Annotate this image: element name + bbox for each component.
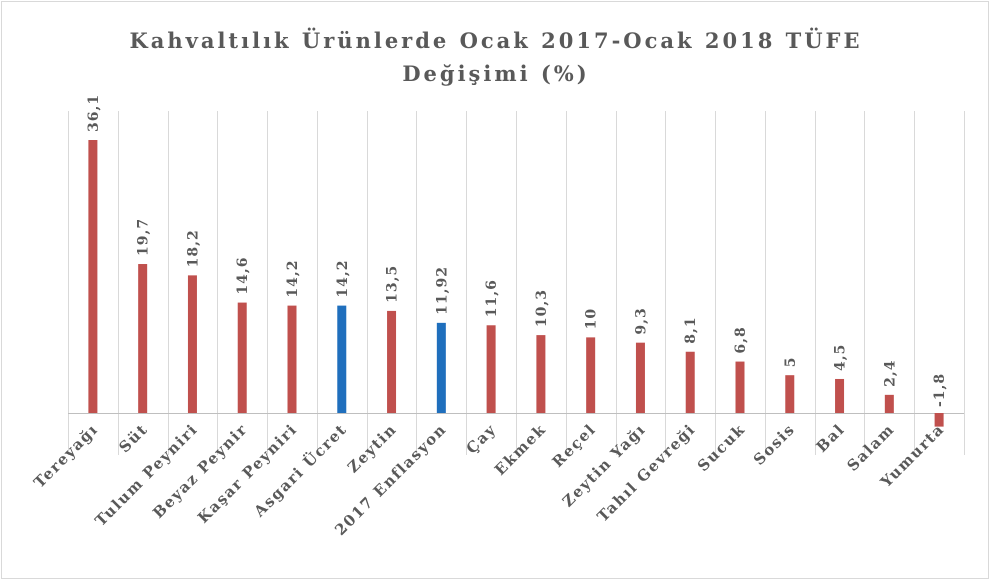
data-label: 5 — [783, 356, 799, 367]
bar — [934, 413, 944, 427]
bar — [436, 322, 446, 413]
data-label: 13,5 — [385, 265, 401, 303]
data-label: 36,1 — [86, 94, 102, 132]
bar — [287, 305, 297, 413]
bar — [187, 275, 197, 413]
bar — [785, 375, 795, 413]
bar — [486, 325, 496, 413]
data-label: 2,4 — [882, 359, 898, 386]
chart-title-line1: Kahvaltılık Ürünlerde Ocak 2017-Ocak 201… — [129, 28, 863, 53]
category-label: Ekmek — [491, 420, 550, 479]
data-label: 11,92 — [434, 266, 450, 315]
data-label: 10,3 — [534, 289, 550, 327]
category-label: Çay — [463, 420, 500, 457]
bar — [586, 337, 596, 413]
data-label: 19,7 — [136, 218, 152, 256]
data-label: 14,2 — [285, 260, 301, 298]
bar — [884, 394, 894, 413]
data-label: 9,3 — [633, 307, 649, 334]
category-label: Tahıl Gevreği — [594, 420, 699, 525]
data-label: 10 — [584, 308, 600, 329]
category-label: Asgari Ücret — [249, 419, 351, 521]
bar — [387, 310, 397, 413]
category-label: Süt — [115, 420, 151, 456]
chart-title: Kahvaltılık Ürünlerde Ocak 2017-Ocak 201… — [2, 24, 990, 90]
category-label: Bal — [813, 420, 849, 456]
category-label: Reçel — [549, 420, 600, 471]
bar — [237, 302, 247, 413]
bar — [735, 361, 745, 413]
data-label: 11,6 — [484, 279, 500, 317]
data-label: 14,6 — [235, 256, 251, 294]
bar — [536, 335, 546, 413]
bar — [635, 342, 645, 413]
data-label: 14,2 — [335, 260, 351, 298]
bar — [88, 140, 98, 413]
data-label: -1,8 — [932, 373, 948, 407]
category-label: Tereyağı — [30, 420, 101, 491]
category-label: Sosis — [750, 420, 799, 469]
category-label: Beyaz Peynir — [149, 420, 251, 522]
bar — [835, 378, 845, 413]
bar — [685, 351, 695, 413]
bar — [138, 264, 148, 413]
category-label: Sucuk — [694, 420, 749, 475]
data-label: 18,2 — [185, 229, 201, 267]
data-label: 4,5 — [833, 344, 849, 371]
data-label: 6,8 — [733, 326, 749, 353]
bar — [337, 305, 347, 413]
chart-title-line2: Değişimi (%) — [402, 61, 590, 86]
data-label: 8,1 — [683, 316, 699, 343]
